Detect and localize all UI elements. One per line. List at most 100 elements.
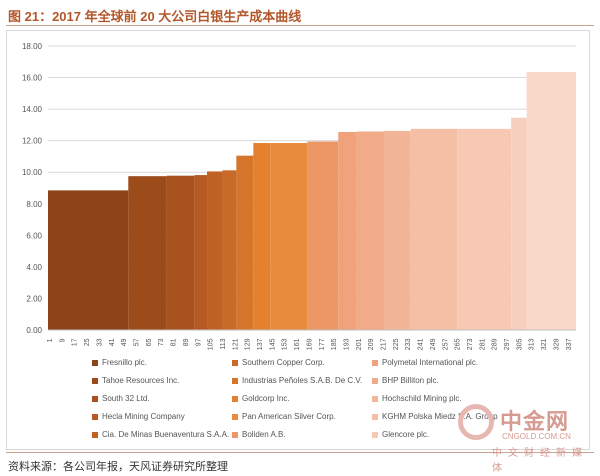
x-tick-label: 81 bbox=[171, 338, 178, 346]
y-tick-label: 8.00 bbox=[26, 200, 42, 209]
legend-item: Boliden A.B. bbox=[232, 430, 286, 439]
legend-swatch bbox=[372, 359, 378, 366]
legend-label: South 32 Ltd. bbox=[102, 394, 150, 403]
bar-4 bbox=[207, 171, 223, 330]
legend-swatch bbox=[372, 395, 378, 402]
page-title: 图 21：2017 年全球前 20 大公司白银生产成本曲线 bbox=[8, 9, 302, 24]
x-tick-label: 145 bbox=[269, 338, 276, 350]
legend-swatch bbox=[92, 395, 98, 402]
x-tick-label: 129 bbox=[245, 338, 252, 350]
x-tick-label: 177 bbox=[319, 338, 326, 350]
legend-swatch bbox=[232, 431, 238, 438]
legend-item: Goldcorp Inc. bbox=[232, 394, 290, 403]
legend-label: Goldcorp Inc. bbox=[242, 394, 290, 403]
legend-label: Polymetal International plc. bbox=[382, 358, 479, 367]
x-tick-label: 201 bbox=[356, 338, 363, 350]
x-tick-label: 241 bbox=[418, 338, 425, 350]
watermark-logo-icon bbox=[458, 404, 494, 440]
legend-swatch bbox=[232, 359, 238, 366]
bar-11 bbox=[356, 131, 385, 330]
x-tick-label: 193 bbox=[343, 338, 350, 350]
legend-label: Boliden A.B. bbox=[242, 430, 286, 439]
legend-item: Glencore plc. bbox=[372, 430, 429, 439]
x-tick-label: 225 bbox=[393, 338, 400, 350]
legend-label: Pan American Silver Corp. bbox=[242, 412, 336, 421]
y-tick-label: 0.00 bbox=[26, 326, 42, 335]
legend-swatch bbox=[92, 359, 98, 366]
y-tick-label: 12.00 bbox=[22, 137, 43, 146]
bar-12 bbox=[384, 130, 411, 330]
y-tick-label: 10.00 bbox=[22, 168, 43, 177]
legend-label: Tahoe Resources Inc. bbox=[102, 376, 180, 385]
x-tick-label: 217 bbox=[381, 338, 388, 350]
legend-swatch bbox=[92, 413, 98, 420]
x-tick-label: 329 bbox=[553, 338, 560, 350]
legend-item: Fresnillo plc. bbox=[92, 358, 147, 367]
bar-7 bbox=[253, 143, 271, 330]
y-tick-label: 4.00 bbox=[26, 263, 42, 272]
watermark-subtitle: 中文财经新媒体 bbox=[492, 448, 588, 474]
bar-3 bbox=[194, 175, 208, 330]
bar-15 bbox=[511, 117, 527, 331]
legend-item: Hochschild Mining plc. bbox=[372, 394, 462, 403]
bar-16 bbox=[526, 72, 576, 331]
bottom-divider bbox=[6, 452, 594, 453]
x-tick-label: 185 bbox=[331, 338, 338, 350]
bar-2 bbox=[166, 175, 195, 330]
x-tick-label: 297 bbox=[504, 338, 511, 350]
x-tick-label: 321 bbox=[541, 338, 548, 350]
x-tick-label: 1 bbox=[47, 338, 54, 342]
x-tick-label: 57 bbox=[134, 338, 141, 346]
bar-14 bbox=[457, 128, 512, 330]
y-tick-label: 6.00 bbox=[26, 231, 42, 240]
source-note: 资料来源：各公司年报，天风证券研究所整理 bbox=[8, 461, 228, 473]
x-tick-label: 249 bbox=[430, 338, 437, 350]
legend-swatch bbox=[232, 395, 238, 402]
x-tick-label: 121 bbox=[232, 338, 239, 350]
y-tick-label: 16.00 bbox=[22, 74, 43, 83]
legend-swatch bbox=[232, 413, 238, 420]
legend-label: Hecla Mining Company bbox=[102, 412, 185, 421]
legend-swatch bbox=[92, 431, 98, 438]
y-tick-label: 18.00 bbox=[22, 42, 43, 51]
legend-swatch bbox=[372, 377, 378, 384]
legend-item: KGHM Polska Miedz S.A. Group bbox=[372, 412, 498, 421]
bar-13 bbox=[410, 128, 458, 330]
x-tick-label: 65 bbox=[146, 338, 153, 346]
legend-item: Pan American Silver Corp. bbox=[232, 412, 336, 421]
x-tick-label: 17 bbox=[72, 338, 79, 346]
x-tick-label: 97 bbox=[195, 338, 202, 346]
watermark: 中金网 CNGOLD.COM.CN 中文财经新媒体 bbox=[452, 400, 600, 474]
x-tick-label: 313 bbox=[529, 338, 536, 350]
chart-frame bbox=[6, 30, 590, 450]
legend-item: South 32 Ltd. bbox=[92, 394, 150, 403]
x-tick-label: 113 bbox=[220, 338, 227, 349]
legend-item: Hecla Mining Company bbox=[92, 412, 185, 421]
x-tick-label: 265 bbox=[455, 338, 462, 350]
title-divider bbox=[6, 25, 594, 26]
x-tick-label: 73 bbox=[158, 338, 165, 346]
legend-item: BHP Billiton plc. bbox=[372, 376, 439, 385]
bar-10 bbox=[338, 131, 357, 330]
x-tick-label: 137 bbox=[257, 338, 264, 350]
x-tick-label: 257 bbox=[442, 338, 449, 350]
x-tick-label: 41 bbox=[109, 338, 116, 346]
legend-swatch bbox=[232, 377, 238, 384]
x-tick-label: 49 bbox=[121, 338, 128, 346]
x-tick-label: 209 bbox=[368, 338, 375, 350]
bar-5 bbox=[222, 170, 237, 330]
x-tick-label: 25 bbox=[84, 338, 91, 346]
legend-swatch bbox=[92, 377, 98, 384]
legend-label: Fresnillo plc. bbox=[102, 358, 147, 367]
legend-item: Polymetal International plc. bbox=[372, 358, 478, 367]
legend-label: Hochschild Mining plc. bbox=[382, 394, 462, 403]
x-tick-label: 9 bbox=[59, 338, 66, 342]
legend-label: Glencore plc. bbox=[382, 430, 430, 439]
legend-item: Southern Copper Corp. bbox=[232, 358, 325, 367]
legend-label: KGHM Polska Miedz S.A. Group bbox=[382, 412, 498, 421]
x-tick-label: 273 bbox=[467, 338, 474, 350]
bar-9 bbox=[307, 141, 339, 330]
legend-label: Industrias Peñoles S.A.B. De C.V. bbox=[242, 376, 363, 385]
legend-label: Cia. De Minas Buenaventura S.A.A. bbox=[102, 430, 230, 439]
